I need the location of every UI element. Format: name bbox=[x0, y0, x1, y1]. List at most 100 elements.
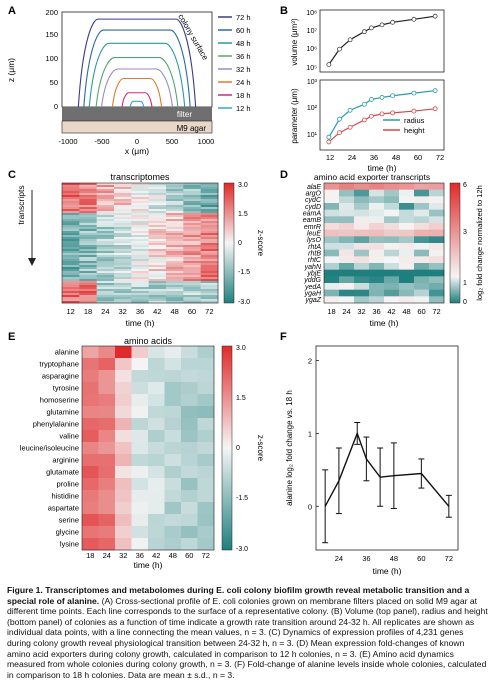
heatmap-cell bbox=[148, 223, 167, 226]
heatmap-cell bbox=[96, 271, 115, 274]
panel-c: C transcriptomes transcripts 12 18 24 32 36 4… bbox=[8, 169, 265, 328]
heatmap-cell bbox=[79, 257, 97, 260]
heatmap-cell bbox=[96, 233, 115, 236]
heatmap-cell bbox=[166, 263, 184, 266]
heatmap-cell bbox=[62, 203, 80, 206]
heatmap-cell bbox=[166, 195, 184, 198]
heatmap-cell bbox=[200, 255, 219, 258]
heatmap-cell bbox=[131, 271, 149, 274]
heatmap-cell bbox=[166, 259, 184, 262]
heatmap-cell bbox=[131, 193, 149, 196]
heatmap-cell bbox=[183, 269, 201, 272]
heatmap-cell bbox=[96, 245, 115, 248]
heatmap-cell bbox=[197, 406, 215, 419]
heatmap-cell bbox=[96, 193, 115, 196]
d-xtick: 32 bbox=[357, 307, 365, 316]
heatmap-cell bbox=[183, 245, 201, 248]
c-xtick: 12 bbox=[66, 307, 74, 316]
heatmap-cell bbox=[354, 229, 370, 237]
heatmap-cell bbox=[96, 265, 115, 268]
e-xtick: 18 bbox=[86, 551, 94, 560]
heatmap-cell bbox=[181, 394, 198, 407]
f-xtick: 24 bbox=[335, 554, 343, 563]
b-top-ytick: 10⁸ bbox=[306, 10, 317, 17]
heatmap-cell bbox=[115, 538, 132, 551]
heatmap-cell bbox=[369, 296, 385, 304]
heatmap-cell bbox=[181, 466, 198, 479]
heatmap-cell bbox=[166, 245, 184, 248]
heatmap-cell bbox=[166, 197, 184, 200]
heatmap-cell bbox=[96, 285, 115, 288]
heatmap-cell bbox=[183, 273, 201, 276]
heatmap-cell bbox=[131, 291, 149, 294]
heatmap-cell bbox=[62, 241, 80, 244]
heatmap-cell bbox=[131, 295, 149, 298]
heatmap-cell bbox=[183, 205, 201, 208]
gene-label: leuE bbox=[307, 231, 321, 238]
heatmap-cell bbox=[148, 406, 165, 419]
heatmap-cell bbox=[200, 191, 219, 194]
heatmap-cell bbox=[183, 197, 201, 200]
heatmap-cell bbox=[148, 205, 167, 208]
heatmap-cell bbox=[62, 205, 80, 208]
heatmap-cell bbox=[164, 502, 182, 515]
colony-profile-line bbox=[100, 68, 174, 108]
heatmap-cell bbox=[166, 185, 184, 188]
heatmap-cell bbox=[131, 211, 149, 214]
heatmap-cell bbox=[166, 265, 184, 268]
heatmap-cell bbox=[183, 279, 201, 282]
heatmap-cell bbox=[96, 187, 115, 190]
heatmap-cell bbox=[399, 296, 415, 304]
heatmap-cell bbox=[96, 219, 115, 222]
heatmap-cell bbox=[166, 193, 184, 196]
heatmap-cell bbox=[114, 187, 132, 190]
b-xtick: 12 bbox=[326, 153, 334, 162]
heatmap-cell bbox=[82, 418, 99, 431]
heatmap-cell bbox=[96, 261, 115, 264]
heatmap-cell bbox=[79, 297, 97, 300]
heatmap-cell bbox=[79, 285, 97, 288]
heatmap-cell bbox=[324, 223, 340, 230]
heatmap-cell bbox=[114, 231, 132, 234]
heatmap-cell bbox=[79, 269, 97, 272]
panel-a-xlabel: x (μm) bbox=[125, 146, 149, 156]
e-xtick: 48 bbox=[169, 551, 177, 560]
panel-e-xticks: 18 24 32 36 42 48 60 72 bbox=[86, 551, 210, 560]
heatmap-cell bbox=[148, 227, 167, 230]
panel-f-xlabel: time (h) bbox=[373, 566, 402, 576]
heatmap-cell bbox=[96, 291, 115, 294]
compound-label: valine bbox=[59, 432, 79, 441]
heatmap-cell bbox=[197, 502, 215, 515]
heatmap-cell bbox=[369, 189, 385, 197]
gene-label: lysO bbox=[307, 237, 322, 244]
gene-label: eamB bbox=[303, 217, 322, 224]
heatmap-cell bbox=[114, 205, 132, 208]
panel-f-xticks: 24 36 48 60 72 bbox=[335, 554, 453, 563]
heatmap-cell bbox=[62, 269, 80, 272]
heatmap-cell bbox=[98, 526, 116, 539]
gene-label: argO bbox=[305, 191, 321, 198]
heatmap-cell bbox=[369, 216, 385, 224]
heatmap-cell bbox=[79, 197, 97, 200]
heatmap-cell bbox=[200, 267, 219, 270]
heatmap-cell bbox=[166, 279, 184, 282]
heatmap-cell bbox=[82, 370, 99, 383]
f-xtick: 60 bbox=[417, 554, 425, 563]
colony-profile-line bbox=[88, 42, 186, 108]
heatmap-cell bbox=[414, 263, 430, 270]
heatmap-cell bbox=[384, 243, 400, 250]
heatmap-cell bbox=[183, 247, 201, 250]
a-ytick: 100 bbox=[45, 54, 58, 63]
heatmap-cell bbox=[354, 296, 370, 304]
heatmap-cell bbox=[114, 301, 132, 304]
d-xtick: 36 bbox=[372, 307, 380, 316]
alanine-series bbox=[322, 422, 452, 544]
heatmap-cell bbox=[164, 346, 182, 359]
heatmap-cell bbox=[324, 203, 340, 210]
e-xtick: 24 bbox=[103, 551, 111, 560]
legend-label: 48 h bbox=[236, 39, 251, 48]
heatmap-cell bbox=[166, 253, 184, 256]
heatmap-cell bbox=[114, 185, 132, 188]
legend-height-label: height bbox=[404, 126, 425, 135]
heatmap-cell bbox=[197, 370, 215, 383]
